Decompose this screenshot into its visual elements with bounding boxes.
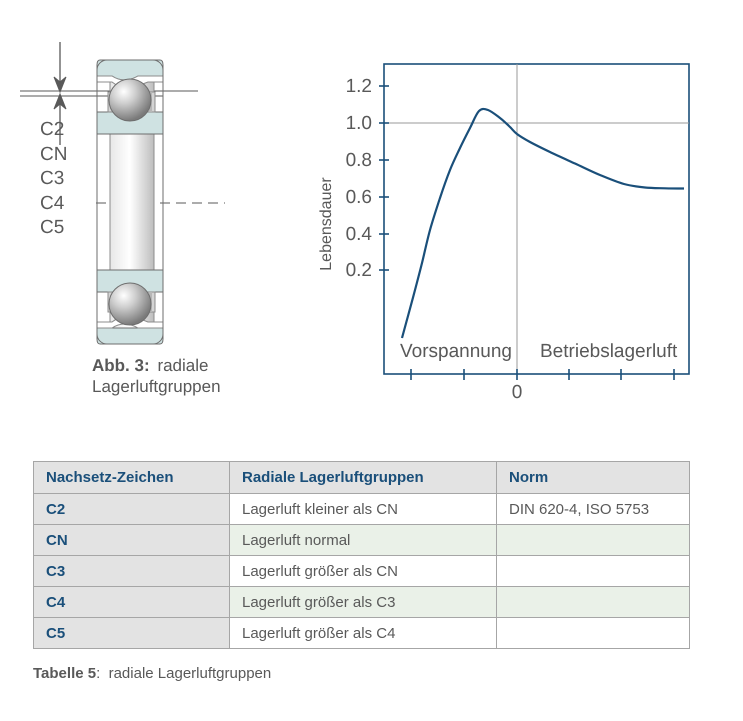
svg-text:C5: C5 (40, 217, 64, 238)
svg-text:0.6: 0.6 (346, 187, 372, 208)
svg-text:0: 0 (512, 382, 523, 403)
svg-text:C3: C3 (40, 168, 64, 189)
svg-text:0.4: 0.4 (346, 224, 373, 245)
svg-text:Lagerluftgruppen: Lagerluftgruppen (92, 377, 221, 396)
svg-text:0.2: 0.2 (346, 260, 372, 281)
svg-text:1.2: 1.2 (346, 76, 372, 97)
svg-text:Vorspannung: Vorspannung (400, 341, 512, 362)
svg-text:Lebensdauer: Lebensdauer (318, 177, 335, 271)
svg-text:C2: C2 (40, 119, 64, 140)
svg-text:Betriebslagerluft: Betriebslagerluft (540, 341, 678, 362)
svg-text:C4: C4 (40, 193, 65, 214)
svg-text:CN: CN (40, 144, 67, 165)
svg-text:1.0: 1.0 (346, 113, 372, 134)
svg-text:Abb. 3:: Abb. 3: (92, 356, 150, 375)
svg-text:0.8: 0.8 (346, 150, 372, 171)
svg-text:radiale: radiale (148, 356, 208, 375)
